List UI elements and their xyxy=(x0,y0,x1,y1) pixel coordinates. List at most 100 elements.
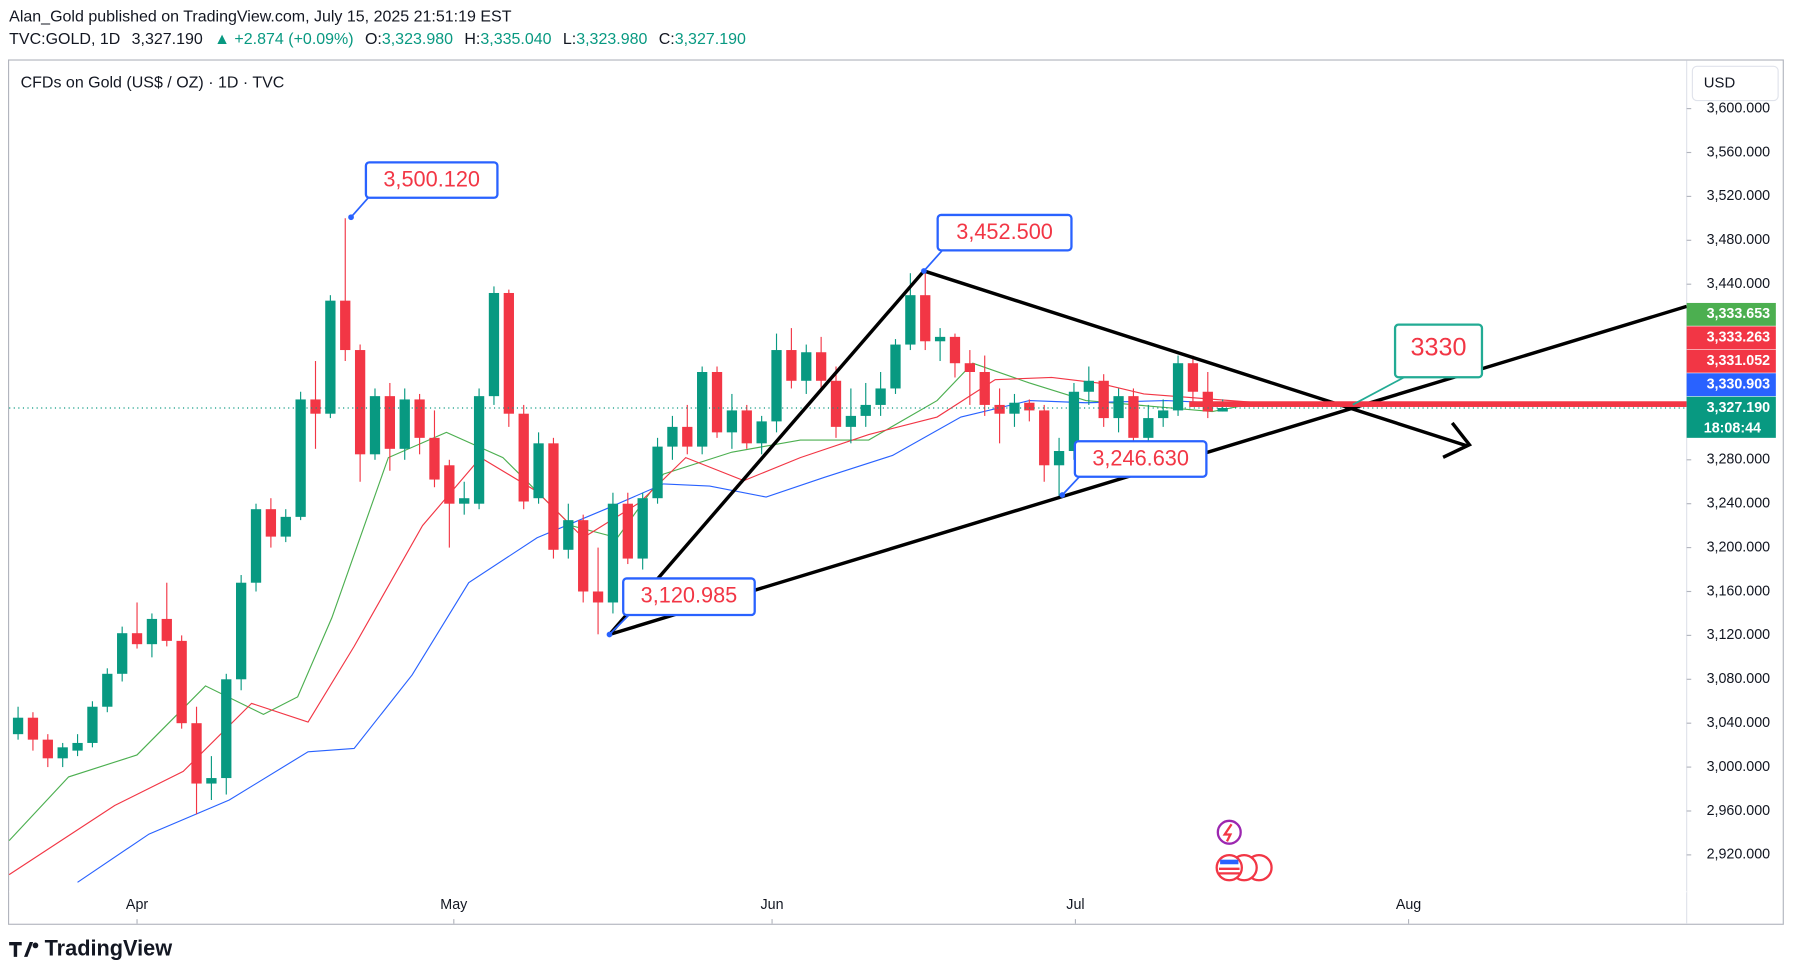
logo-mark xyxy=(9,941,34,957)
callout-pointer xyxy=(923,248,945,272)
candle-body xyxy=(875,388,886,405)
candle-body xyxy=(384,396,396,449)
open: 3,323.980 xyxy=(382,31,453,48)
ohlc-line: TVC:GOLD, 1D 3,327.190 ▲ +2.874 (+0.09%)… xyxy=(9,31,746,48)
candle-body xyxy=(934,336,946,342)
candle-body xyxy=(280,516,291,537)
currency-button[interactable] xyxy=(1691,65,1779,102)
candle-body xyxy=(117,633,128,674)
l-label: L: xyxy=(563,31,576,48)
candle-body xyxy=(1024,402,1035,411)
y-tick-label: 3,080.000 xyxy=(1707,671,1771,687)
x-tick-label: May xyxy=(440,897,468,913)
candle-body xyxy=(459,498,470,504)
candle-body xyxy=(1068,391,1080,452)
candle-body xyxy=(1113,396,1124,419)
y-tick-label: 3,440.000 xyxy=(1707,276,1771,292)
candle-body xyxy=(622,503,633,559)
candle-body xyxy=(354,350,366,455)
price-tag xyxy=(1686,326,1776,350)
logo-dot xyxy=(32,942,39,949)
candle-body xyxy=(845,415,857,427)
callout-label: 3,452.500 xyxy=(956,219,1053,244)
y-tick-label: 3,520.000 xyxy=(1707,188,1771,204)
callout-label: 3,500.120 xyxy=(383,166,480,191)
symbol: TVC:GOLD, 1D xyxy=(9,31,120,48)
candle-body xyxy=(206,778,217,784)
candle-body xyxy=(637,498,648,559)
callout-pointer xyxy=(608,614,630,636)
y-tick-label: 3,040.000 xyxy=(1707,715,1771,731)
callout-pointer xyxy=(1061,476,1081,496)
price-tag-label: 3,327.190 xyxy=(1707,400,1771,416)
candle-body xyxy=(310,399,321,414)
candle-body xyxy=(697,371,708,447)
price-tag-label: 3,331.052 xyxy=(1707,353,1771,369)
candle-body xyxy=(473,396,485,504)
event-icons xyxy=(1215,819,1273,882)
candle-body xyxy=(533,443,544,499)
candle-body xyxy=(905,295,916,345)
candle-body xyxy=(295,399,306,517)
low: 3,323.980 xyxy=(576,31,647,48)
candle-body xyxy=(1098,380,1109,419)
candle-body xyxy=(102,673,113,707)
callout-dot xyxy=(348,214,354,221)
candle-body xyxy=(414,399,425,438)
resistance-band xyxy=(1189,401,1687,407)
o-label: O: xyxy=(365,31,382,48)
candle-body xyxy=(860,404,871,416)
event-icon[interactable] xyxy=(1216,819,1242,845)
moving-average xyxy=(8,362,1259,841)
candle-body xyxy=(711,371,723,433)
candle-body xyxy=(146,618,158,645)
x-tick-label: Aug xyxy=(1396,897,1421,913)
flag-canton xyxy=(1220,859,1239,865)
trend-line xyxy=(608,269,926,636)
candle-body xyxy=(161,618,172,641)
candle-body xyxy=(920,295,931,342)
candle-body xyxy=(786,350,797,381)
candle-body xyxy=(578,520,589,592)
y-tick-label: 3,160.000 xyxy=(1707,583,1771,599)
candle-body xyxy=(994,404,1005,414)
candle-body xyxy=(1158,410,1169,419)
price-tag-label: 3,333.263 xyxy=(1707,330,1771,346)
price-tag-label: 3,333.653 xyxy=(1707,306,1771,322)
candle-body xyxy=(325,300,336,414)
callout-box xyxy=(936,213,1073,252)
arrow-head xyxy=(1442,421,1473,459)
candle-body xyxy=(399,399,410,449)
candle-body xyxy=(1083,380,1094,392)
y-tick-label: 2,920.000 xyxy=(1707,847,1771,863)
candle-body xyxy=(979,371,990,405)
candle-body xyxy=(72,742,83,751)
price-tag xyxy=(1686,349,1776,373)
event-bolt xyxy=(1222,823,1233,842)
callout-box xyxy=(622,577,756,617)
candle-body xyxy=(12,717,24,735)
y-tick-label: 3,240.000 xyxy=(1707,495,1771,511)
candle-body xyxy=(592,591,604,603)
candle-body xyxy=(801,352,812,381)
candle-body xyxy=(265,509,277,537)
price-tag xyxy=(1686,396,1776,438)
candle-body xyxy=(548,443,559,550)
callout-label: 3330 xyxy=(1411,333,1467,361)
x-tick-label: Jul xyxy=(1066,897,1084,913)
candle-body xyxy=(87,706,98,743)
candle-body xyxy=(1128,396,1139,438)
footer-logo xyxy=(9,941,39,957)
currency: USD xyxy=(1704,75,1736,91)
callout-pointer xyxy=(1352,376,1405,406)
callout-box xyxy=(1073,440,1208,478)
candle-body xyxy=(964,363,975,372)
last-price: 3,327.190 xyxy=(132,31,203,48)
candle-body xyxy=(1039,410,1050,466)
candle-body xyxy=(1143,418,1154,438)
close: 3,327.190 xyxy=(675,31,746,48)
candle-body xyxy=(771,350,782,422)
candle-body xyxy=(682,426,693,447)
candle-body xyxy=(27,717,39,740)
